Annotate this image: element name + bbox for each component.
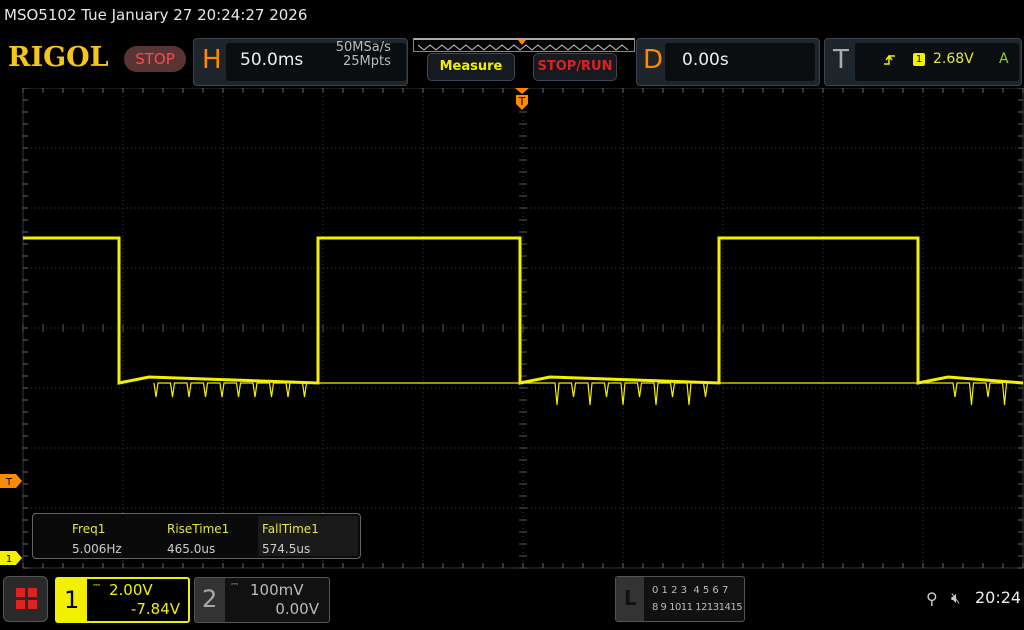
menu-button[interactable]: [3, 576, 48, 622]
measure-button[interactable]: Measure: [427, 53, 515, 81]
channel-number: 2: [202, 585, 218, 613]
memory-depth: 25Mpts: [343, 54, 391, 69]
channel-offset: 0.00V: [275, 600, 319, 618]
trigger-position-marker[interactable]: T: [515, 88, 529, 110]
delay-value: 0.00s: [682, 50, 729, 70]
logic-channels-row1: 0 1 2 3 4 5 6 7: [652, 585, 729, 596]
channel-1-panel[interactable]: 1 ⎓ 2.00V -7.84V: [55, 577, 190, 623]
clock: 20:24: [975, 588, 1022, 607]
measurement-value: 5.006Hz: [72, 542, 122, 556]
rising-edge-icon: [884, 54, 895, 65]
svg-text:T: T: [518, 95, 526, 108]
channel-scale: 2.00V: [109, 581, 153, 599]
waveform-display[interactable]: T T 1: [0, 88, 1024, 570]
measurement-value: 574.5us: [262, 542, 311, 556]
trigger-mode: A: [999, 51, 1009, 67]
grid-menu-icon: [16, 588, 37, 609]
trigger-source-badge: 1: [913, 53, 925, 66]
timebase-value: 50.0ms: [240, 50, 304, 70]
measurement-value: 465.0us: [167, 542, 216, 556]
rigol-logo: RIGOL: [8, 42, 109, 73]
sample-rate: 50MSa/s: [335, 40, 391, 55]
ch1-trace-spikes: [153, 382, 1008, 406]
stop-run-button[interactable]: STOP/RUN: [533, 53, 617, 81]
logic-label: L: [624, 586, 637, 610]
channel-2-panel[interactable]: 2 ⎓ 100mV 0.00V: [194, 577, 330, 623]
measurement-name: FallTime1: [262, 522, 319, 536]
dc-coupling-icon: ⎓: [231, 580, 239, 590]
trigger-level-marker[interactable]: T: [0, 474, 22, 488]
logic-analyzer-panel[interactable]: L 0 1 2 3 4 5 6 7 8 9 1011 12131415: [615, 576, 745, 622]
ch1-trace: [23, 236, 1024, 385]
speaker-muted-icon[interactable]: 🔇︎: [951, 589, 961, 607]
window-title: MSO5102 Tue January 27 20:24:27 2026: [4, 6, 308, 24]
trigger-level: 2.68V: [933, 51, 974, 67]
measurement-panel[interactable]: Freq1 5.006Hz RiseTime1 465.0us FallTime…: [32, 513, 361, 559]
svg-text:1: 1: [6, 554, 12, 565]
channel-offset: -7.84V: [130, 600, 180, 618]
dc-coupling-icon: ⎓: [93, 581, 101, 591]
ch1-ground-marker[interactable]: 1: [0, 551, 22, 565]
channel-scale: 100mV: [250, 581, 304, 599]
measurement-name: Freq1: [72, 522, 106, 536]
run-state-badge[interactable]: STOP: [124, 46, 186, 72]
logic-channels-row2: 8 9 1011 12131415: [652, 602, 743, 613]
usb-icon: ⚲: [926, 589, 938, 608]
channel-number: 1: [64, 586, 80, 614]
acquisition-info: 50MSa/s 25Mpts: [333, 41, 391, 69]
measurement-name: RiseTime1: [167, 522, 230, 536]
delay-panel[interactable]: D 0.00s: [636, 38, 820, 86]
trigger-position-marker: [518, 40, 526, 45]
memory-position-bar[interactable]: [413, 38, 635, 52]
delay-label: D: [643, 45, 664, 75]
horizontal-label: H: [202, 45, 222, 75]
trigger-label: T: [833, 45, 849, 75]
trigger-panel[interactable]: T 1 2.68V A: [824, 38, 1022, 86]
horizontal-panel[interactable]: H 50.0ms: [193, 38, 408, 86]
svg-text:T: T: [5, 477, 13, 488]
